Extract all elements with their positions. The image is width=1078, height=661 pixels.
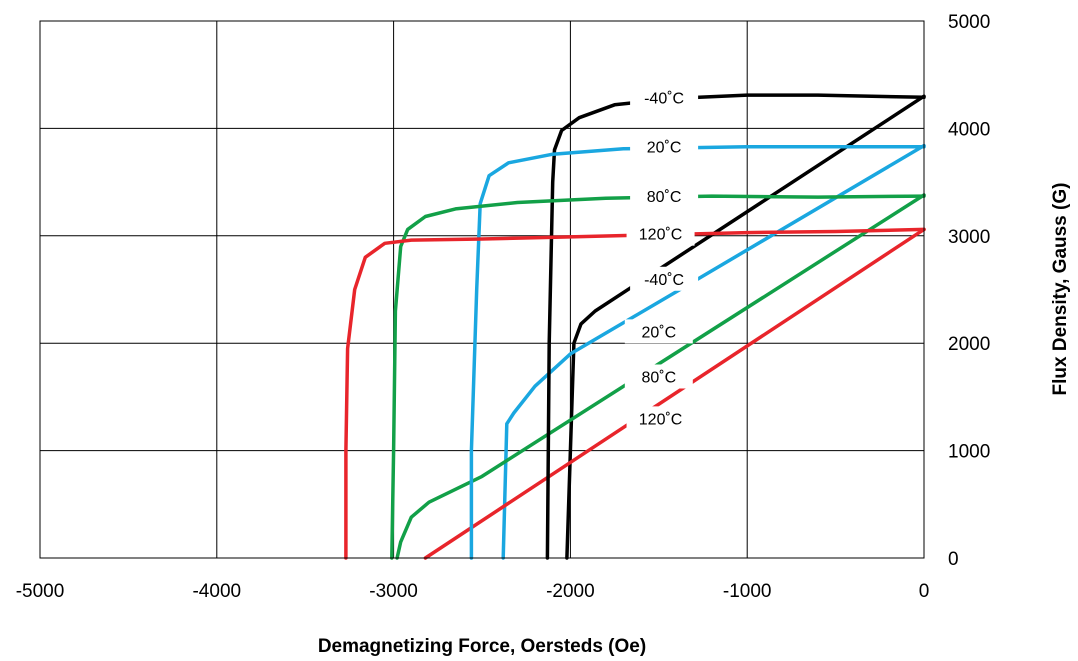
- bh-curve-120C: [423, 227, 926, 560]
- y-tick-label: 1000: [948, 442, 990, 463]
- bh-curve-80C: [395, 193, 926, 560]
- curve-label: 80˚C: [641, 369, 676, 386]
- y-tick-labels: 0 1000 2000 3000 4000 5000: [948, 12, 990, 570]
- curve-label: 20˚C: [641, 324, 676, 341]
- curve-label-background: [630, 266, 699, 291]
- grid-lines: [40, 21, 924, 558]
- curves: [344, 93, 926, 560]
- curve-label-background: [624, 319, 693, 344]
- intrinsic-curve-80C: [390, 194, 926, 560]
- curve-label: 80˚C: [647, 189, 682, 206]
- curve-label-background: [630, 85, 699, 110]
- plot-frame: [39, 20, 925, 559]
- curve-label: 120˚C: [639, 227, 683, 244]
- intrinsic-curve-120C: [344, 227, 926, 560]
- x-tick-label: -3000: [369, 581, 418, 602]
- y-tick-label: 4000: [948, 119, 990, 140]
- y-axis-title: Flux Density, Gauss (G): [1050, 183, 1071, 396]
- curve-label-background: [624, 364, 693, 389]
- bh-curve-minus40C: [565, 94, 926, 560]
- x-axis-title: Demagnetizing Force, Oersteds (Oe): [318, 636, 646, 657]
- x-tick-label: -5000: [16, 581, 65, 602]
- x-tick-labels: -5000 -4000 -3000 -2000 -1000 0: [16, 581, 930, 602]
- curve-label-background: [630, 134, 699, 159]
- y-tick-label: 0: [948, 549, 959, 570]
- curve-labels: -40˚C 20˚C 80˚C 120˚C -40˚C 20˚C 80˚C 120˚C: [624, 85, 699, 431]
- bh-curve-20C: [501, 143, 926, 560]
- curve-label: -40˚C: [644, 90, 684, 107]
- curve-label-background: [626, 221, 695, 246]
- x-tick-label: 0: [919, 581, 930, 602]
- x-tick-label: -1000: [723, 581, 772, 602]
- curve-label-background: [626, 406, 695, 431]
- x-tick-label: -2000: [546, 581, 595, 602]
- curve-label: 120˚C: [639, 411, 683, 428]
- curve-label: 20˚C: [647, 140, 682, 157]
- y-tick-label: 3000: [948, 227, 990, 248]
- x-tick-label: -4000: [192, 581, 241, 602]
- curve-label: -40˚C: [644, 272, 684, 289]
- curve-label-background: [630, 184, 699, 209]
- y-tick-label: 5000: [948, 12, 990, 33]
- y-tick-label: 2000: [948, 334, 990, 355]
